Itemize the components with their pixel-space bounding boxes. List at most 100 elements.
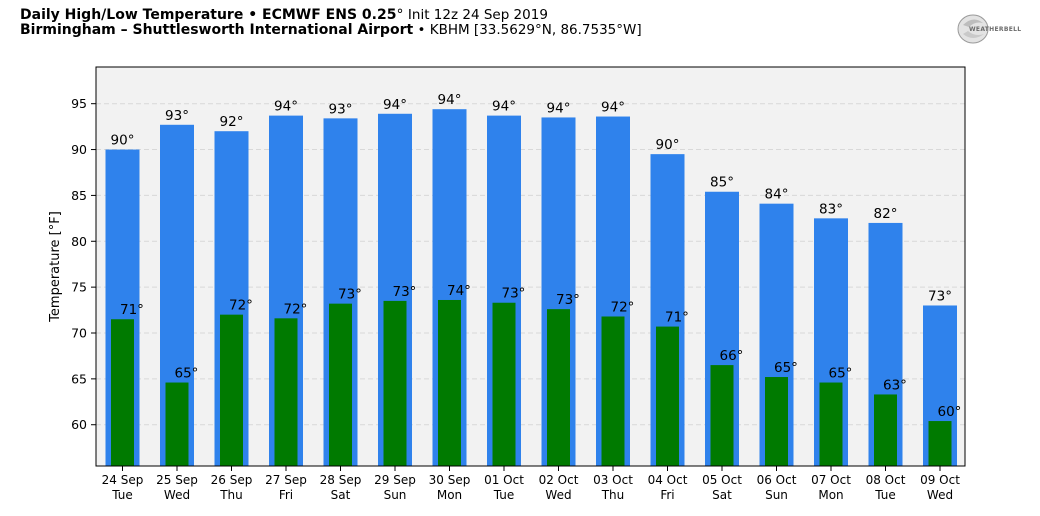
- x-tick-date: 24 Sep: [102, 473, 144, 487]
- station-coordinates: KBHM [33.5629°N, 86.7535°W]: [429, 22, 642, 38]
- low-temp-label: 73°: [338, 287, 362, 303]
- low-temp-label: 74°: [447, 283, 471, 299]
- high-temp-label: 90°: [656, 137, 680, 153]
- x-tick-date: 02 Oct: [539, 473, 579, 487]
- y-tick-label: 95: [71, 96, 87, 111]
- high-temp-label: 90°: [111, 133, 135, 149]
- high-temp-label: 93°: [165, 108, 189, 124]
- x-tick-date: 28 Sep: [320, 473, 362, 487]
- x-tick-date: 06 Oct: [757, 473, 797, 487]
- y-tick-label: 60: [71, 417, 87, 432]
- low-temp-label: 73°: [393, 284, 417, 300]
- low-temp-bar: [220, 314, 243, 466]
- low-temp-label: 60°: [938, 404, 962, 420]
- low-temp-label: 65°: [774, 360, 798, 376]
- station-name: Birmingham – Shuttlesworth International…: [20, 22, 414, 38]
- high-temp-label: 94°: [438, 92, 462, 108]
- high-temp-label: 84°: [765, 187, 789, 203]
- high-temp-label: 94°: [383, 97, 407, 113]
- weatherbell-logo: WEATHERBELL: [955, 12, 1022, 46]
- x-tick-date: 05 Oct: [702, 473, 742, 487]
- y-tick-label: 85: [71, 188, 87, 203]
- low-temp-label: 73°: [556, 292, 580, 308]
- station-separator: •: [413, 22, 430, 38]
- high-temp-label: 83°: [819, 201, 843, 217]
- y-tick-label: 80: [71, 234, 87, 249]
- low-temp-label: 65°: [175, 366, 199, 382]
- x-tick-date: 04 Oct: [648, 473, 688, 487]
- chart-title: Daily High/Low Temperature • ECMWF ENS 0…: [20, 7, 397, 23]
- x-tick-weekday: Thu: [601, 488, 625, 502]
- x-tick-date: 03 Oct: [593, 473, 633, 487]
- y-tick-label: 70: [71, 326, 87, 341]
- station-line: Birmingham – Shuttlesworth International…: [20, 23, 642, 38]
- low-temp-bar: [819, 382, 843, 466]
- x-tick-weekday: Mon: [818, 488, 843, 502]
- plot-frame: [95, 66, 966, 467]
- y-tick-label: 90: [71, 142, 87, 157]
- high-temp-label: 85°: [710, 175, 734, 191]
- high-temp-label: 94°: [547, 100, 571, 116]
- low-temp-bar: [165, 382, 189, 466]
- low-temp-bar: [329, 303, 352, 466]
- x-tick-date: 07 Oct: [811, 473, 851, 487]
- low-temp-label: 72°: [284, 301, 308, 317]
- x-tick-date: 09 Oct: [920, 473, 960, 487]
- x-tick-weekday: Sun: [384, 488, 407, 502]
- x-tick-weekday: Wed: [164, 488, 190, 502]
- high-temp-label: 94°: [274, 99, 298, 115]
- x-tick-weekday: Fri: [279, 488, 293, 502]
- title-degree: °: [396, 7, 404, 23]
- low-temp-bar: [710, 365, 734, 466]
- x-tick-weekday: Thu: [219, 488, 243, 502]
- low-temp-label: 63°: [883, 377, 907, 393]
- y-tick-label: 75: [71, 280, 87, 295]
- low-temp-bar: [928, 421, 952, 466]
- low-temp-label: 72°: [229, 298, 253, 314]
- x-tick-weekday: Sat: [712, 488, 732, 502]
- high-temp-label: 92°: [220, 114, 244, 130]
- low-temp-bar: [765, 377, 788, 466]
- logo-swirl-icon: [957, 14, 989, 44]
- low-temp-bar: [492, 302, 516, 466]
- x-tick-weekday: Wed: [545, 488, 571, 502]
- high-temp-label: 73°: [928, 288, 952, 304]
- x-tick-weekday: Sat: [331, 488, 351, 502]
- x-tick-date: 01 Oct: [484, 473, 524, 487]
- y-axis: 60 65 70 75 80 85 90 95: [71, 96, 96, 432]
- low-temp-bar: [383, 300, 407, 466]
- low-temp-label: 72°: [611, 299, 635, 315]
- low-temp-bar: [547, 309, 570, 466]
- x-tick-date: 25 Sep: [156, 473, 198, 487]
- high-temp-label: 94°: [601, 100, 625, 116]
- x-tick-date: 30 Sep: [429, 473, 471, 487]
- low-temp-bar: [874, 394, 897, 466]
- value-labels: 90° 71° 93° 65° 92° 72° 94° 72° 93° 73° 94° 73° 94° 7…: [111, 92, 962, 420]
- low-temp-bar: [656, 326, 679, 466]
- high-temp-label: 94°: [492, 99, 516, 115]
- low-temp-label: 71°: [120, 302, 144, 318]
- low-temp-label: 66°: [720, 348, 744, 364]
- chart-header: Daily High/Low Temperature • ECMWF ENS 0…: [20, 8, 642, 38]
- low-temp-label: 71°: [665, 310, 689, 326]
- x-tick-date: 26 Sep: [211, 473, 253, 487]
- low-temp-label: 73°: [502, 286, 526, 302]
- title-line: Daily High/Low Temperature • ECMWF ENS 0…: [20, 8, 642, 23]
- high-temp-label: 82°: [874, 206, 898, 222]
- x-tick-weekday: Sun: [765, 488, 788, 502]
- low-temp-label: 65°: [829, 366, 853, 382]
- x-tick-weekday: Tue: [111, 488, 133, 502]
- bars-layer: [105, 109, 957, 467]
- x-tick-weekday: Wed: [927, 488, 953, 502]
- low-temp-bar: [274, 318, 298, 466]
- x-tick-weekday: Fri: [660, 488, 674, 502]
- logo-text: WEATHERBELL: [969, 26, 1022, 33]
- low-temp-bar: [438, 299, 461, 466]
- x-tick-date: 27 Sep: [265, 473, 307, 487]
- low-temp-bar: [601, 316, 625, 466]
- low-temp-bar: [111, 319, 134, 466]
- x-tick-date: 08 Oct: [866, 473, 906, 487]
- x-tick-weekday: Tue: [874, 488, 896, 502]
- y-tick-label: 65: [71, 371, 87, 386]
